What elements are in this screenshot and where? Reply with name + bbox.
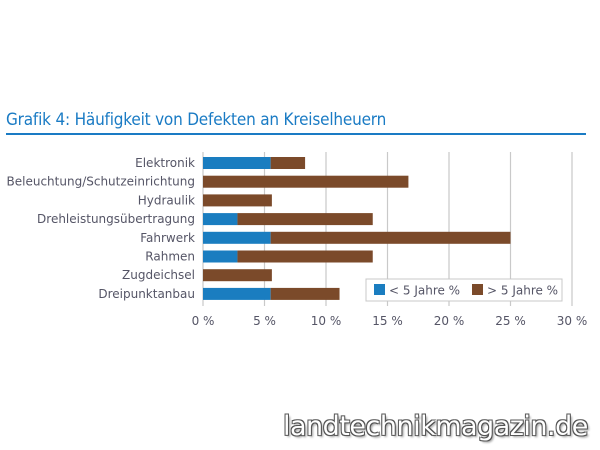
legend: < 5 Jahre % > 5 Jahre %: [365, 278, 563, 302]
bars: [203, 157, 511, 300]
category-label: Drehleistungsübertragung: [37, 212, 195, 226]
x-tick-label: 5 %: [253, 314, 276, 328]
bar-under-5: [203, 250, 238, 263]
category-label: Beleuchtung/Schutzeinrichtung: [7, 175, 195, 189]
bar-under-5: [203, 157, 271, 169]
bar-over-5: [203, 269, 272, 282]
x-tick-label: 0 %: [192, 314, 215, 328]
category-label: Fahrwerk: [140, 231, 195, 245]
category-labels: Elektronik Beleuchtung/Schutzeinrichtung H…: [7, 156, 196, 301]
bar-under-5: [203, 213, 238, 226]
category-label: Elektronik: [135, 156, 195, 170]
bar-over-5: [237, 213, 373, 226]
x-tick-labels: 0 % 5 % 10 % 15 % 20 % 25 % 30 %: [192, 314, 588, 328]
bar-over-5: [237, 250, 373, 263]
legend-swatch-over-5: [472, 284, 483, 295]
category-label: Zugdeichsel: [122, 268, 195, 282]
bar-over-5: [203, 175, 409, 188]
category-label: Dreipunktanbau: [98, 287, 195, 301]
category-label: Rahmen: [145, 250, 195, 264]
bar-over-5: [270, 157, 306, 169]
x-tick-label: 30 %: [557, 314, 588, 328]
watermark: landtechnikmagazin.de: [283, 411, 588, 442]
bar-over-5: [270, 231, 511, 244]
x-tick-label: 15 %: [372, 314, 403, 328]
x-tick-label: 10 %: [311, 314, 342, 328]
category-label: Hydraulik: [138, 193, 195, 207]
bar-under-5: [203, 231, 271, 244]
title-divider: [6, 133, 586, 135]
legend-swatch-under-5: [374, 284, 385, 295]
x-tick-label: 25 %: [495, 314, 526, 328]
bar-over-5: [270, 287, 340, 300]
bar-under-5: [203, 287, 271, 300]
legend-label-over-5: > 5 Jahre %: [487, 284, 558, 298]
chart-title: Grafik 4: Häufigkeit von Defekten an Kre…: [6, 110, 387, 130]
bar-over-5: [203, 194, 272, 207]
legend-label-under-5: < 5 Jahre %: [389, 284, 460, 298]
legend-box: [365, 278, 563, 302]
x-tick-label: 20 %: [434, 314, 465, 328]
